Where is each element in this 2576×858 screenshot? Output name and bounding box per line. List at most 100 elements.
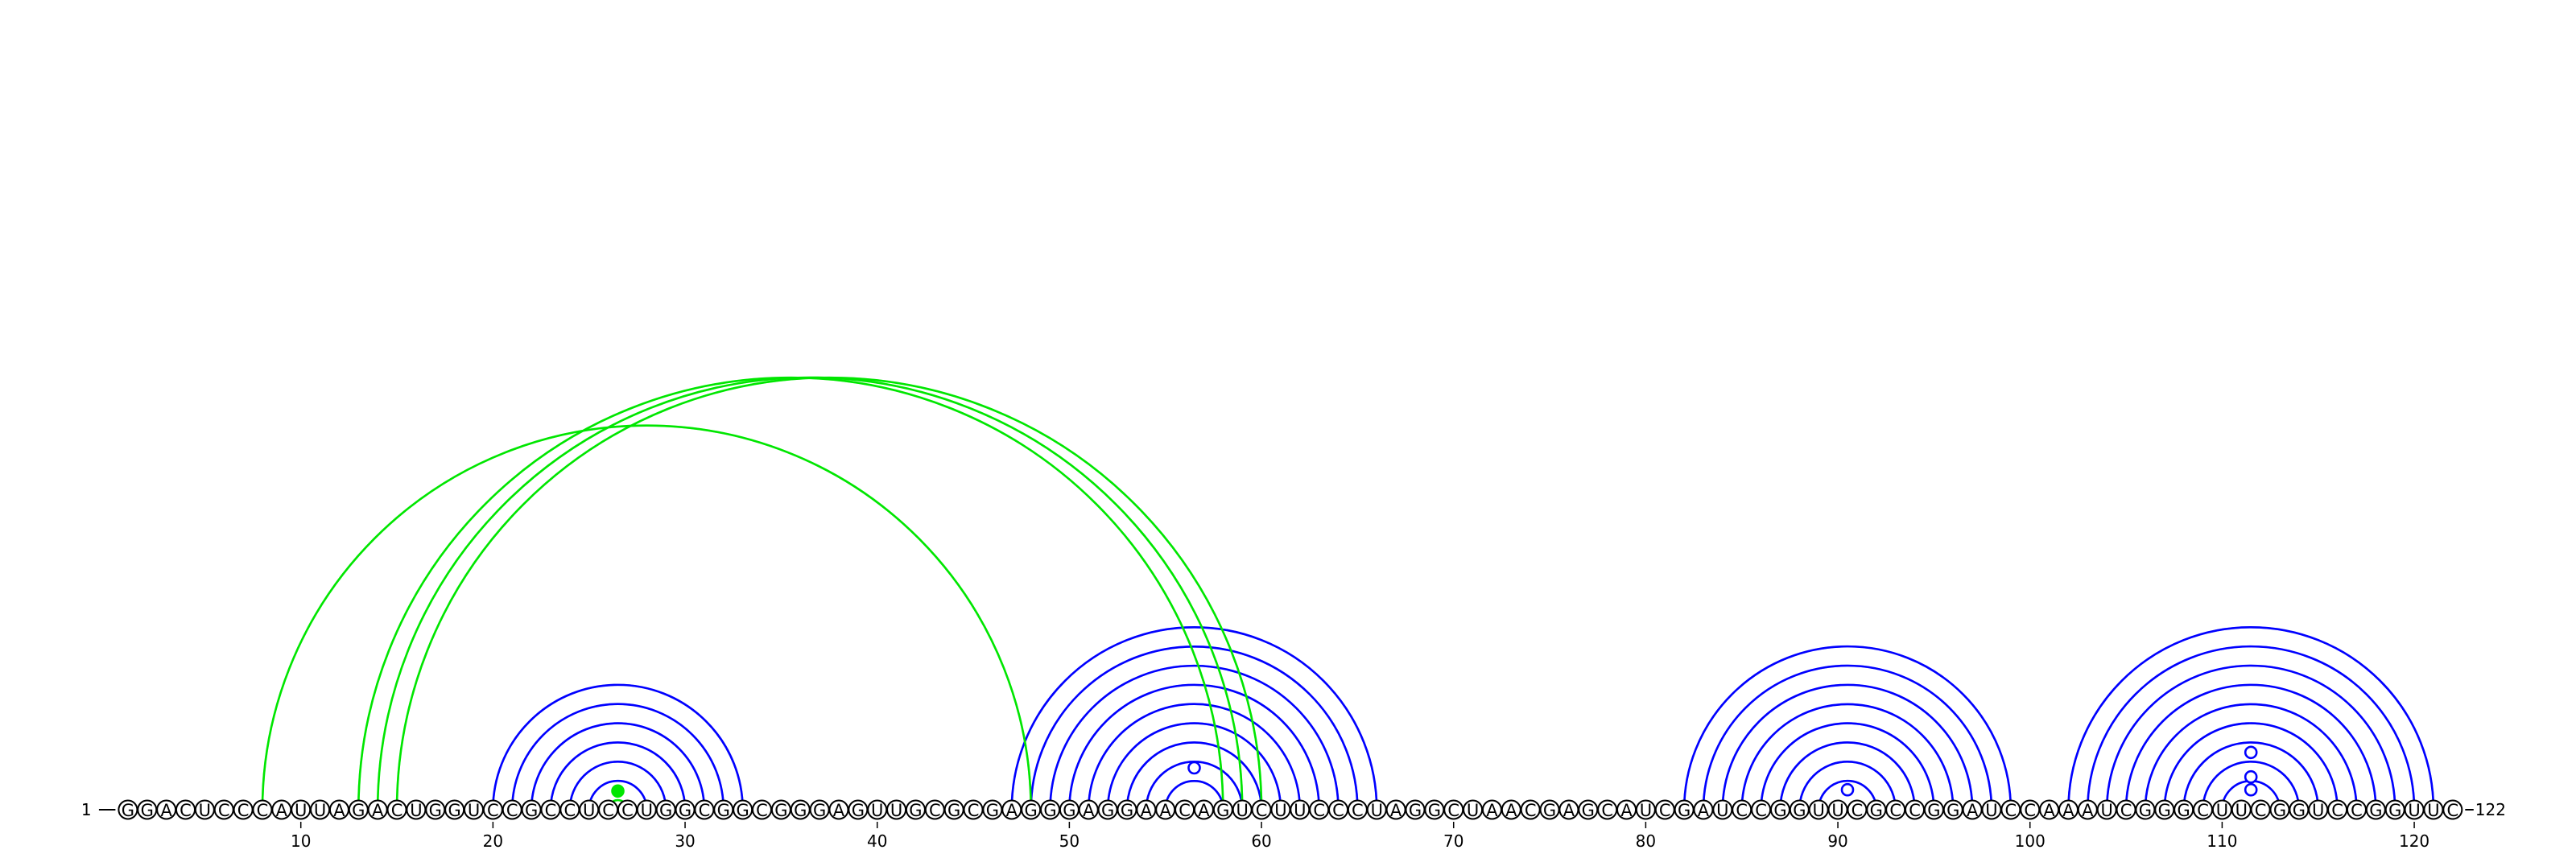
nucleotide-letter: G	[1793, 801, 1806, 820]
nucleotide-19: U	[464, 801, 483, 821]
axis-tick-label-20: 20	[483, 831, 503, 851]
nucleotide-71: U	[1463, 801, 1482, 821]
nucleotide-letter: A	[1698, 801, 1710, 820]
nucleotide-letter: C	[2331, 801, 2343, 820]
nucleotide-letter: G	[737, 801, 749, 820]
nucleotide-letter: U	[1467, 801, 1479, 820]
nucleotide-letter: C	[2005, 801, 2017, 820]
nucleotide-letter: A	[333, 801, 345, 820]
axis-tick-label-80: 80	[1636, 831, 1656, 851]
nucleotide-121: U	[2424, 801, 2442, 821]
nucleotide-56: C	[1175, 801, 1194, 821]
nucleotide-letter: G	[1121, 801, 1133, 820]
nucleotide-letter: C	[487, 801, 499, 820]
nucleotide-letter: C	[1352, 801, 1364, 820]
nucleotide-112: C	[2252, 801, 2270, 821]
nucleotide-letter: C	[621, 801, 634, 820]
nucleotide-66: U	[1368, 801, 1386, 821]
nucleotide-letter: C	[1447, 801, 1459, 820]
nucleotide-letter: G	[852, 801, 865, 820]
nucleotide-95: G	[1925, 801, 1943, 821]
sequence-end-label: 122	[2475, 800, 2506, 819]
marker-26-27	[613, 786, 624, 797]
nucleotide-letter: G	[1043, 801, 1056, 820]
nucleotide-17: G	[426, 801, 444, 821]
nucleotide-letter: G	[2388, 801, 2401, 820]
nucleotide-letter: C	[1256, 801, 1268, 820]
nucleotide-letter: A	[1390, 801, 1402, 820]
nucleotide-102: A	[2059, 801, 2078, 821]
nucleotide-letter: G	[525, 801, 538, 820]
nucleotide-64: C	[1329, 801, 1348, 821]
axis-tick-label-30: 30	[675, 831, 695, 851]
nucleotide-letter: C	[1601, 801, 1613, 820]
nucleotide-23: C	[541, 801, 559, 821]
nucleotide-letter: U	[1371, 801, 1383, 820]
nucleotide-45: C	[964, 801, 983, 821]
nucleotide-letter: C	[1889, 801, 1901, 820]
nucleotide-letter: A	[372, 801, 384, 820]
nucleotide-77: G	[1579, 801, 1597, 821]
axis-tick-label-60: 60	[1251, 831, 1271, 851]
nucleotide-114: G	[2289, 801, 2308, 821]
nucleotide-119: G	[2386, 801, 2405, 821]
nucleotide-letter: C	[180, 801, 192, 820]
sequence-start-label: 1	[81, 800, 92, 819]
arc-shadow-13-58	[358, 377, 1223, 810]
nucleotide-106: G	[2136, 801, 2154, 821]
nucleotide-letter: C	[237, 801, 250, 820]
nucleotide-88: G	[1790, 801, 1809, 821]
nucleotide-letter: G	[774, 801, 787, 820]
nucleotide-49: G	[1041, 801, 1059, 821]
nucleotide-13: G	[349, 801, 368, 821]
nucleotide-letter: A	[1563, 801, 1575, 820]
nucleotide-letter: A	[2062, 801, 2074, 820]
nucleotide-letter: A	[833, 801, 845, 820]
nucleotide-letter: A	[2082, 801, 2094, 820]
marker-111-112-a	[2245, 784, 2256, 795]
nucleotide-letter: A	[1198, 801, 1210, 820]
nucleotide-93: C	[1886, 801, 1905, 821]
nucleotide-103: A	[2079, 801, 2097, 821]
nucleotide-letter: C	[2120, 801, 2132, 820]
nucleotide-41: U	[887, 801, 906, 821]
nucleotide-letter: G	[794, 801, 807, 820]
nucleotide-69: G	[1425, 801, 1443, 821]
nucleotide-91: C	[1847, 801, 1866, 821]
nucleotide-letter: C	[257, 801, 269, 820]
nucleotide-letter: C	[1179, 801, 1191, 820]
nucleotide-72: A	[1483, 801, 1501, 821]
nucleotide-67: A	[1387, 801, 1406, 821]
nucleotide-43: C	[926, 801, 944, 821]
axis-tick-label-100: 100	[2015, 831, 2046, 851]
nucleotide-letter: U	[1985, 801, 1997, 820]
marker-111-112-b	[2245, 771, 2256, 782]
nucleotide-letter: A	[1083, 801, 1095, 820]
nucleotide-47: A	[1002, 801, 1021, 821]
nucleotide-117: C	[2347, 801, 2366, 821]
nucleotide-letter: C	[1736, 801, 1748, 820]
nucleotide-48: G	[1022, 801, 1040, 821]
nucleotide-70: C	[1444, 801, 1463, 821]
nucleotide-letter: C	[564, 801, 576, 820]
nucleotide-32: G	[714, 801, 733, 821]
arc-shadow-15-60	[397, 377, 1261, 810]
nucleotide-81: C	[1656, 801, 1674, 821]
nucleotide-73: A	[1502, 801, 1521, 821]
nucleotide-75: G	[1541, 801, 1559, 821]
nucleotide-letter: C	[506, 801, 518, 820]
nucleotide-letter: G	[2293, 801, 2306, 820]
nucleotide-86: C	[1752, 801, 1770, 821]
nucleotide-57: A	[1195, 801, 1213, 821]
nucleotide-40: U	[868, 801, 886, 821]
nucleotide-letter: G	[717, 801, 730, 820]
nucleotide-letter: C	[1909, 801, 1921, 820]
nucleotide-letter: A	[1620, 801, 1633, 820]
nucleotide-letter: C	[929, 801, 941, 820]
arc-shadow-107-116	[2165, 724, 2338, 810]
nucleotide-letter: G	[1428, 801, 1441, 820]
nucleotide-62: U	[1290, 801, 1309, 821]
axis-tick-label-110: 110	[2207, 831, 2237, 851]
base-pair-arc-13-58	[358, 377, 1223, 810]
nucleotide-24: C	[560, 801, 579, 821]
